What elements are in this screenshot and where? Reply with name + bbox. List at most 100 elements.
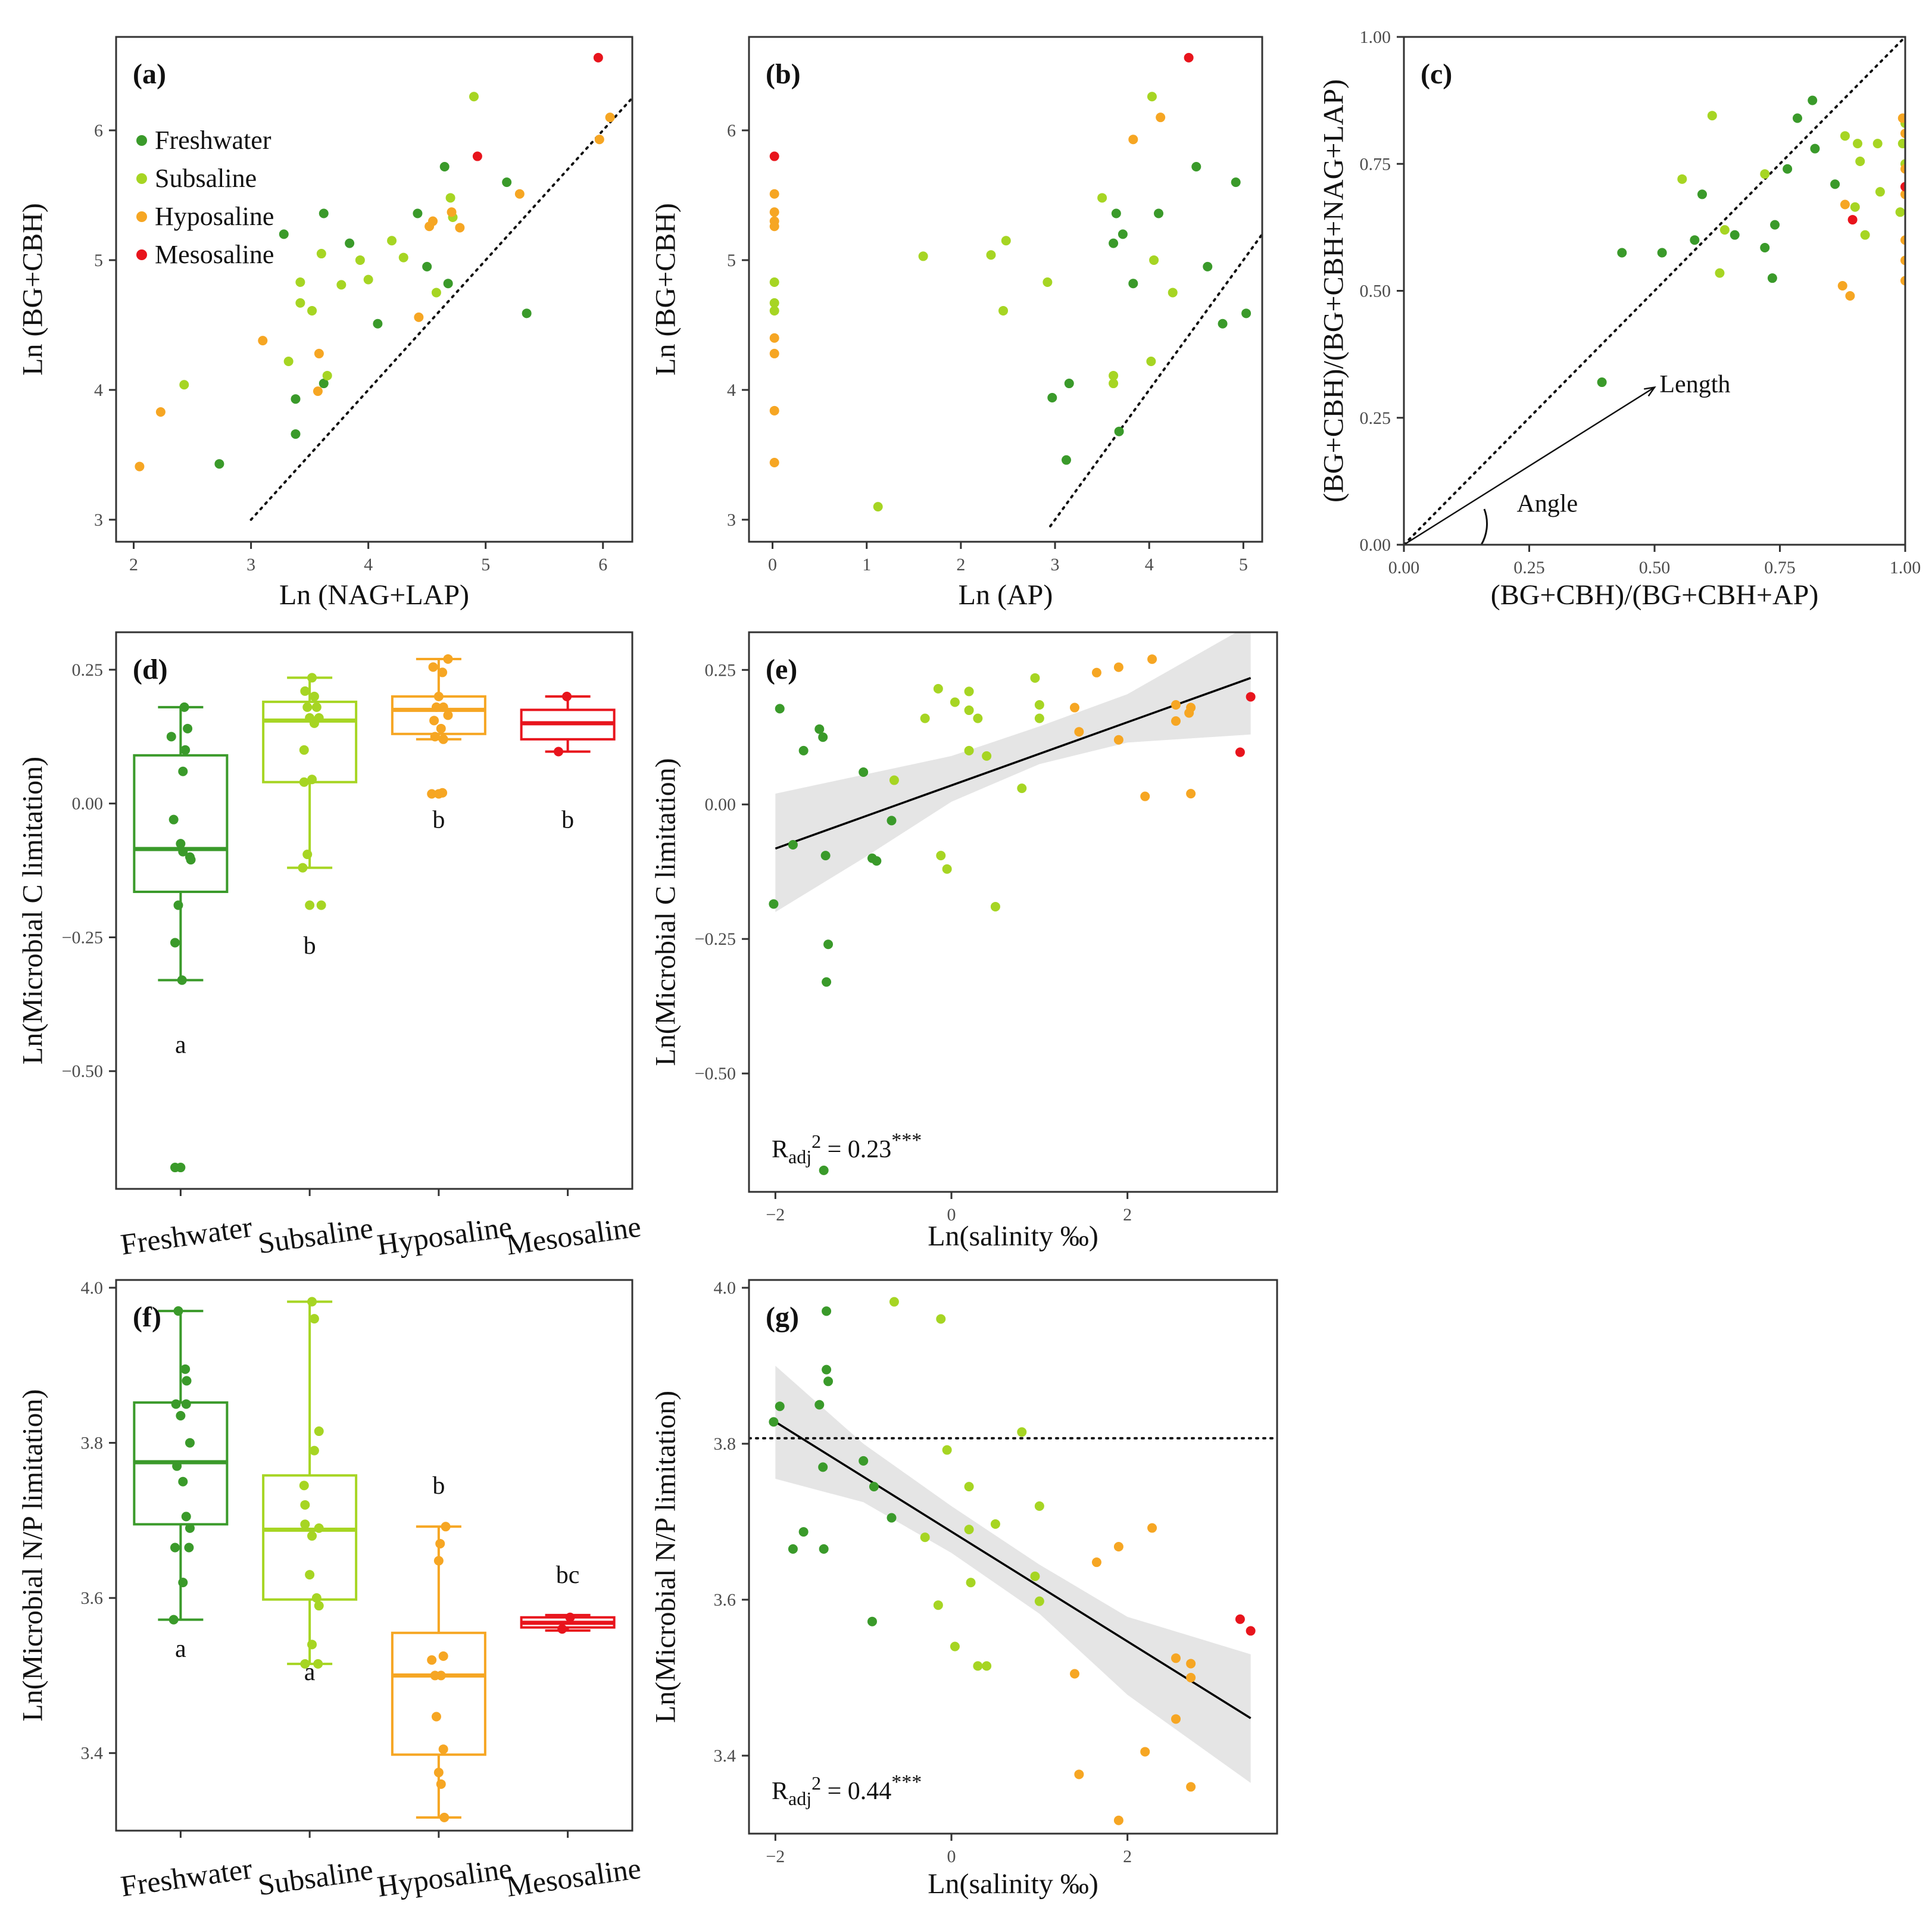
- data-point-subsaline: [1853, 139, 1863, 149]
- data-point-subsaline: [920, 713, 930, 723]
- panel-d: a b b b (d) −0.50 −0.25 0.00 0.25 Ln(Microbial C …: [17, 631, 643, 1262]
- data-point-hyposaline: [769, 333, 779, 343]
- legend-label: Freshwater: [155, 126, 271, 155]
- data-point-hyposaline: [1069, 1669, 1079, 1679]
- jitter-point-mesosaline: [557, 1624, 567, 1634]
- plot-frame: [115, 1279, 633, 1832]
- jitter-point-mesosaline: [565, 1612, 575, 1622]
- data-point-freshwater: [822, 1365, 832, 1375]
- data-point-freshwater: [1617, 248, 1627, 258]
- y-tick-label: 4.0: [714, 1278, 736, 1298]
- data-point-hyposaline: [1837, 280, 1847, 291]
- data-point-freshwater: [1047, 393, 1057, 403]
- data-point-freshwater: [769, 1417, 779, 1427]
- data-point-subsaline: [1850, 202, 1860, 212]
- jitter-point-subsaline: [307, 1531, 317, 1541]
- box-hyposaline: b: [391, 1472, 486, 1822]
- data-point-subsaline: [998, 305, 1009, 316]
- significance-letter: b: [432, 807, 445, 834]
- data-point-subsaline: [964, 745, 974, 755]
- data-point-subsaline: [1715, 268, 1725, 278]
- vector-arrowhead: [1644, 386, 1656, 397]
- jitter-point-subsaline: [311, 1593, 322, 1603]
- jitter-point-hyposaline: [427, 789, 437, 799]
- x-axis-label: Ln(salinity ‰): [928, 1868, 1098, 1900]
- x-tick-label: −2: [766, 1205, 785, 1225]
- plot-area: [1404, 37, 1905, 545]
- x-tick-label: 5: [1239, 555, 1248, 574]
- data-point-subsaline: [1872, 139, 1883, 149]
- data-point-subsaline: [973, 1661, 983, 1671]
- plot-frame: [748, 36, 1263, 543]
- box-hyposaline: b: [391, 654, 486, 834]
- jitter-point-hyposaline: [438, 1651, 448, 1661]
- jitter-point-hyposaline: [431, 1712, 441, 1722]
- plot-area: [749, 1297, 1277, 1825]
- x-tick-label: −2: [766, 1847, 785, 1866]
- jitter-point-freshwater: [177, 975, 187, 985]
- category-label-hyposaline: Hyposaline: [375, 1210, 514, 1262]
- jitter-point-hyposaline: [429, 716, 439, 726]
- jitter-point-subsaline: [300, 1500, 310, 1510]
- data-point-freshwater: [1730, 230, 1740, 240]
- data-point-freshwater: [291, 394, 301, 404]
- y-tick-label: 3.8: [714, 1434, 736, 1454]
- data-point-freshwater: [798, 1527, 809, 1537]
- jitter-point-hyposaline: [431, 702, 441, 712]
- data-point-freshwater: [814, 1400, 825, 1410]
- data-point-subsaline: [1147, 92, 1157, 102]
- data-point-freshwater: [1657, 248, 1667, 258]
- box-mesosaline: bc: [520, 1562, 616, 1634]
- data-point-freshwater: [1191, 161, 1201, 171]
- jitter-point-subsaline: [298, 863, 308, 873]
- jitter-point-hyposaline: [433, 1768, 444, 1778]
- data-point-hyposaline: [769, 189, 779, 199]
- data-point-freshwater: [1783, 164, 1793, 174]
- data-point-subsaline: [322, 370, 332, 380]
- data-point-hyposaline: [1091, 667, 1101, 677]
- x-tick-label: 4: [1145, 555, 1154, 574]
- y-axis-label: Ln(Microbial C limitation): [17, 757, 49, 1064]
- data-point-hyposaline: [594, 135, 604, 145]
- box-iqr: [391, 1631, 486, 1756]
- data-point-freshwater: [788, 840, 798, 850]
- data-point-subsaline: [920, 1532, 930, 1543]
- plot-area: [769, 632, 1256, 1175]
- jitter-point-hyposaline: [438, 667, 448, 677]
- panel-c: (c) 0.00 0.25 0.50 0.75 1.00 (BG+CBH)/(BG+CBH+…: [1318, 27, 1921, 611]
- jitter-point-freshwater: [168, 814, 179, 825]
- data-point-subsaline: [950, 1641, 960, 1651]
- data-point-hyposaline: [1074, 1769, 1084, 1779]
- data-point-freshwater: [319, 208, 329, 218]
- data-point-freshwater: [820, 851, 831, 861]
- data-point-subsaline: [1707, 111, 1717, 121]
- jitter-point-hyposaline: [439, 1812, 450, 1822]
- y-axis-label: Ln (BG+CBH): [17, 203, 49, 376]
- y-axis-label: Ln(Microbial C limitation): [650, 758, 682, 1066]
- data-point-freshwater: [1808, 95, 1818, 105]
- data-point-subsaline: [1719, 225, 1730, 235]
- jitter-point-subsaline: [299, 777, 309, 787]
- data-point-hyposaline: [447, 207, 457, 217]
- plot-area: [769, 52, 1262, 527]
- x-tick-label: 0: [947, 1205, 956, 1225]
- data-point-freshwater: [769, 899, 779, 909]
- data-point-mesosaline: [593, 52, 603, 63]
- legend-label: Mesosaline: [155, 240, 274, 269]
- data-point-freshwater: [502, 177, 512, 188]
- data-point-hyposaline: [1171, 1714, 1181, 1724]
- r-squared-part: adj: [788, 1146, 811, 1167]
- data-point-freshwater: [439, 161, 450, 171]
- data-point-subsaline: [936, 851, 946, 861]
- box-freshwater: a: [133, 702, 229, 1173]
- panel-f: a a b bc (f) 3.4 3.6 3.8 4.0 Ln(Microbial N/P lim…: [17, 1278, 643, 1903]
- legend-item-subsaline: Subsaline: [136, 164, 257, 193]
- data-point-subsaline: [973, 713, 983, 723]
- x-tick-label: 2: [1123, 1847, 1132, 1866]
- r-squared-part: = 0.23: [821, 1136, 891, 1163]
- data-point-freshwater: [822, 977, 832, 987]
- y-tick-label: 5: [94, 251, 103, 270]
- x-tick-label: 1.00: [1890, 558, 1921, 577]
- data-point-freshwater: [1154, 208, 1164, 218]
- annotation-angle: Angle: [1516, 491, 1578, 518]
